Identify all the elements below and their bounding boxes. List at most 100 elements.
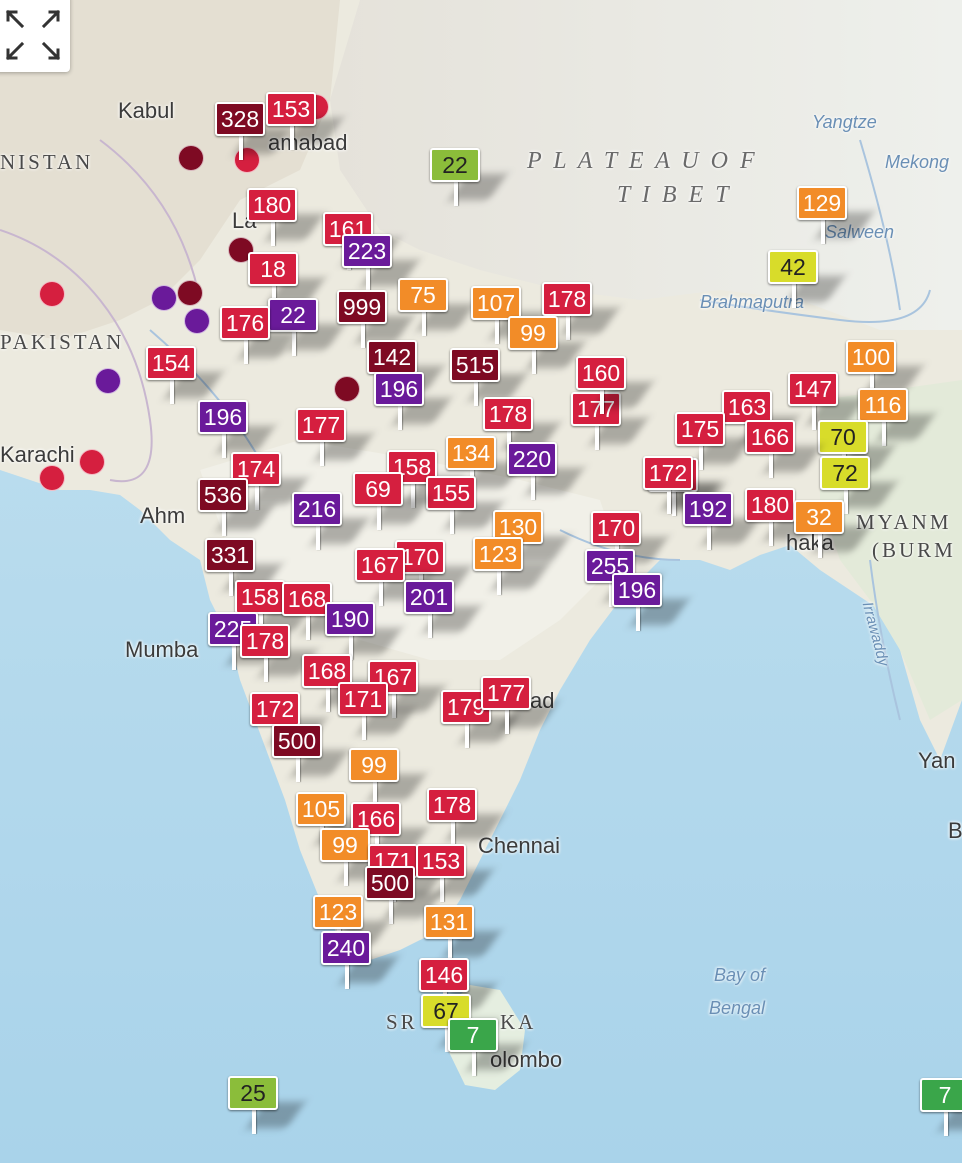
place-label-tibet: T I B E T (617, 182, 732, 208)
aqi-marker[interactable]: 515 (450, 348, 528, 408)
aqi-marker[interactable]: 155 (426, 476, 504, 536)
aqi-marker[interactable]: 175 (675, 412, 753, 472)
aqi-marker[interactable]: 123 (473, 537, 551, 597)
aqi-marker[interactable]: 190 (325, 602, 403, 662)
aqi-marker[interactable]: 161 (323, 212, 401, 272)
aqi-marker[interactable]: 178 (542, 282, 620, 342)
aqi-marker[interactable]: 116 (858, 388, 936, 448)
aqi-marker[interactable]: 223 (342, 234, 420, 294)
aqi-marker[interactable]: 167 (355, 548, 433, 608)
marker-pole (450, 504, 454, 534)
aqi-marker[interactable]: 216 (292, 492, 370, 552)
aqi-marker[interactable]: 7 (448, 1018, 526, 1078)
aqi-marker[interactable]: 180 (745, 488, 823, 548)
aqi-marker[interactable]: 131 (424, 905, 502, 965)
aqi-value-label: 155 (426, 476, 476, 510)
aqi-marker[interactable]: 147 (788, 372, 866, 432)
aqi-marker[interactable]: 18 (248, 252, 326, 312)
station-dot[interactable] (39, 281, 65, 307)
aqi-marker[interactable]: 500 (365, 866, 443, 926)
station-dot[interactable] (334, 376, 360, 402)
aqi-marker[interactable]: 180 (247, 188, 325, 248)
aqi-marker[interactable]: 178 (240, 624, 318, 684)
station-dot[interactable] (234, 147, 260, 173)
aqi-value-label: 99 (320, 828, 370, 862)
aqi-marker[interactable]: 177 (296, 408, 374, 468)
aqi-marker[interactable]: 177 (571, 392, 649, 452)
aqi-value-label: 107 (471, 286, 521, 320)
aqi-marker[interactable]: 536 (198, 478, 276, 538)
aqi-value-label: 75 (398, 278, 448, 312)
station-dot[interactable] (184, 308, 210, 334)
aqi-value-label: 153 (266, 92, 316, 126)
aqi-marker[interactable]: 99 (320, 828, 398, 888)
aqi-marker[interactable]: 196 (612, 573, 690, 633)
aqi-marker[interactable]: 172 (643, 456, 721, 516)
station-dot[interactable] (95, 368, 121, 394)
aqi-marker[interactable]: 201 (404, 580, 482, 640)
aqi-marker[interactable]: 99 (508, 316, 586, 376)
fullscreen-button[interactable] (0, 0, 70, 72)
aqi-marker[interactable]: 177 (481, 676, 559, 736)
aqi-value-label: 161 (323, 212, 373, 246)
place-label-burm: (BURM (872, 538, 956, 562)
place-label-ad: ad (530, 688, 555, 713)
aqi-marker[interactable]: 158 (235, 580, 313, 640)
station-dot[interactable] (39, 465, 65, 491)
aqi-marker[interactable]: 166 (745, 420, 823, 480)
aqi-marker[interactable]: 196 (198, 400, 276, 460)
aqi-marker[interactable]: 72 (820, 456, 898, 516)
aqi-value-label: 153 (416, 844, 466, 878)
aqi-marker[interactable]: 75 (398, 278, 476, 338)
aqi-marker[interactable]: 192 (683, 492, 761, 552)
aqi-marker[interactable]: 163 (722, 390, 800, 450)
aqi-marker[interactable]: 196 (374, 372, 452, 432)
aqi-marker[interactable]: 153 (416, 844, 494, 904)
marker-pole (472, 1046, 476, 1076)
aqi-marker[interactable]: 328 (215, 102, 293, 162)
aqi-value-label: 220 (507, 442, 557, 476)
aqi-marker[interactable]: 67 (421, 994, 499, 1054)
aqi-marker[interactable]: 500 (272, 724, 350, 784)
marker-pole (244, 334, 248, 364)
aqi-marker[interactable]: 22 (268, 298, 346, 358)
place-label-karachi: Karachi (0, 442, 75, 467)
aqi-marker[interactable]: 42 (768, 250, 846, 310)
aqi-marker[interactable]: 331 (205, 538, 283, 598)
aqi-marker[interactable]: 168 (302, 654, 380, 714)
station-dot[interactable] (79, 449, 105, 475)
marker-pole (505, 704, 509, 734)
station-dot[interactable] (178, 145, 204, 171)
aqi-marker[interactable]: 25 (228, 1076, 306, 1136)
aqi-marker[interactable]: 168 (282, 582, 360, 642)
aqi-marker[interactable]: 240 (321, 931, 399, 991)
aqi-marker[interactable]: 7 (920, 1078, 962, 1138)
aqi-marker[interactable]: 105 (296, 792, 374, 852)
aqi-marker[interactable]: 176 (220, 306, 298, 366)
aqi-marker[interactable]: 22 (430, 148, 508, 208)
aqi-marker[interactable]: 129 (797, 186, 875, 246)
station-dot[interactable] (177, 280, 203, 306)
aqi-marker[interactable]: 134 (446, 436, 524, 496)
aqi-marker[interactable]: 153 (266, 92, 344, 152)
aqi-marker[interactable]: 174 (231, 452, 309, 512)
aqi-marker[interactable]: 171 (338, 682, 416, 742)
aqi-marker[interactable]: 69 (353, 472, 431, 532)
aqi-marker[interactable]: 220 (507, 442, 585, 502)
aqi-marker[interactable]: 178 (427, 788, 505, 848)
station-dot[interactable] (151, 285, 177, 311)
aqi-marker[interactable]: 178 (483, 397, 561, 457)
aqi-marker[interactable]: 99 (349, 748, 427, 808)
marker-pole (272, 280, 276, 310)
aqi-value-label: 142 (367, 340, 417, 374)
aqi-marker[interactable]: 107 (471, 286, 549, 346)
aqi-marker[interactable]: 999 (337, 290, 415, 350)
aqi-marker[interactable]: 154 (146, 346, 224, 406)
aqi-marker[interactable]: 100 (846, 340, 924, 400)
marker-pole (255, 480, 259, 510)
aqi-marker[interactable]: 170 (591, 511, 669, 571)
aqi-marker[interactable]: 160 (576, 356, 654, 416)
aqi-marker[interactable]: 32 (794, 500, 872, 560)
marker-pole (445, 1022, 449, 1052)
